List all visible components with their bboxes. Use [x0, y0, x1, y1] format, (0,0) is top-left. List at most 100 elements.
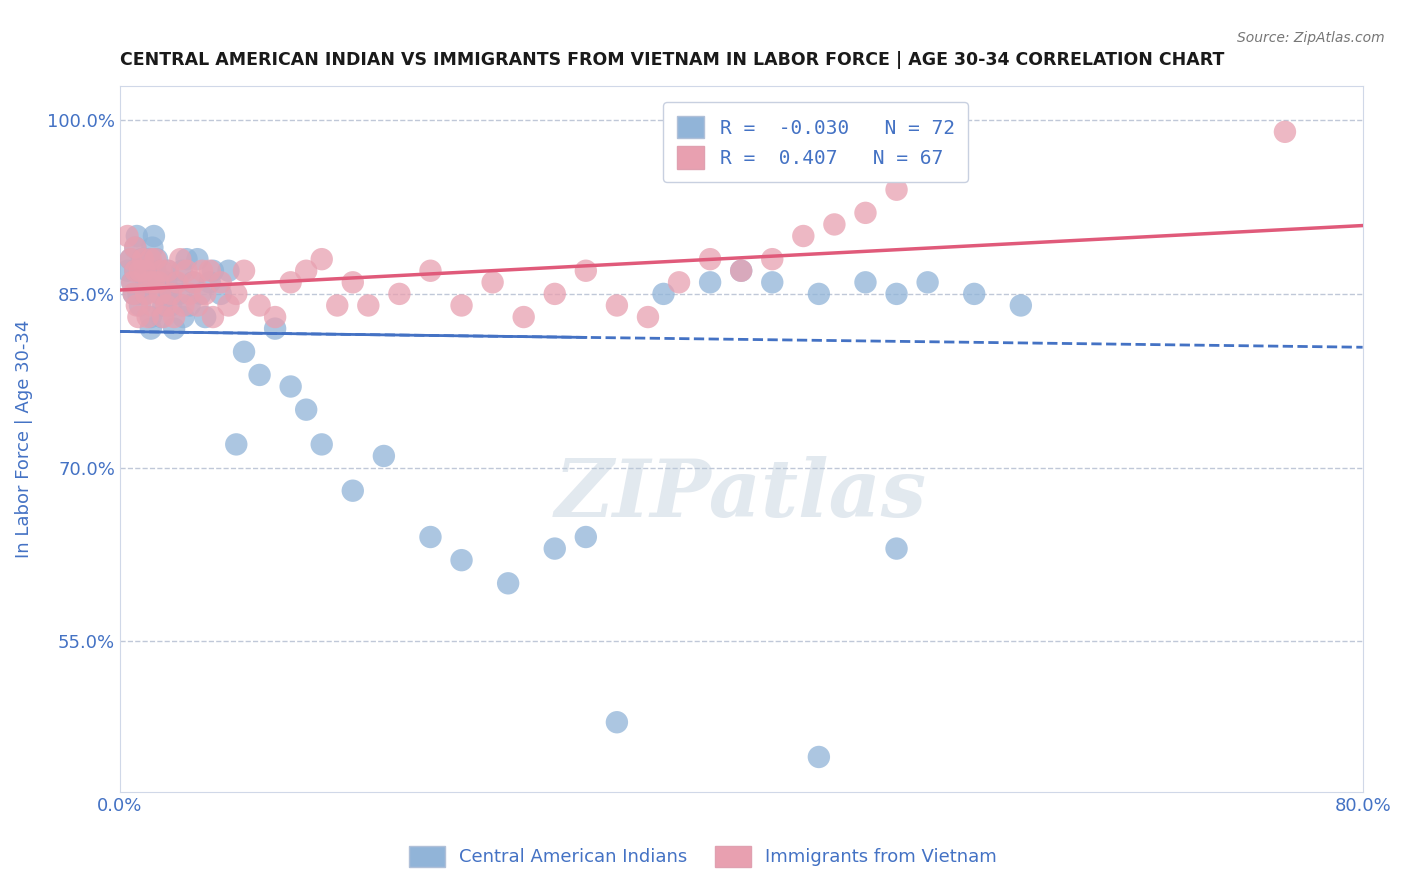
Point [156, 264, 179, 278]
Point [132, 252, 155, 267]
Point [886, 183, 908, 197]
Point [155, 276, 177, 290]
Point [134, 286, 156, 301]
Point [295, 402, 318, 417]
Point [1274, 125, 1296, 139]
Point [637, 310, 659, 324]
Point [125, 229, 148, 244]
Point [450, 298, 472, 312]
Point [124, 264, 146, 278]
Point [280, 379, 302, 393]
Point [233, 264, 256, 278]
Point [166, 276, 188, 290]
Point [209, 286, 232, 301]
Point [191, 264, 214, 278]
Y-axis label: In Labor Force | Age 30-34: In Labor Force | Age 30-34 [15, 319, 32, 558]
Point [152, 298, 174, 312]
Point [142, 276, 165, 290]
Point [668, 276, 690, 290]
Point [135, 286, 157, 301]
Point [163, 321, 186, 335]
Point [295, 264, 318, 278]
Point [141, 298, 163, 312]
Point [149, 286, 172, 301]
Point [155, 298, 177, 312]
Point [311, 437, 333, 451]
Point [201, 310, 224, 324]
Point [342, 276, 364, 290]
Point [148, 276, 170, 290]
Legend: Central American Indians, Immigrants from Vietnam: Central American Indians, Immigrants fro… [402, 838, 1004, 874]
Point [496, 576, 519, 591]
Point [160, 298, 183, 312]
Point [512, 310, 534, 324]
Point [249, 368, 271, 382]
Text: ZIPatlas: ZIPatlas [555, 457, 927, 533]
Point [342, 483, 364, 498]
Point [357, 298, 380, 312]
Point [132, 252, 155, 267]
Point [172, 310, 194, 324]
Point [326, 298, 349, 312]
Point [160, 286, 183, 301]
Point [127, 286, 149, 301]
Point [163, 310, 186, 324]
Point [264, 310, 287, 324]
Point [855, 206, 877, 220]
Point [201, 264, 224, 278]
Point [121, 276, 143, 290]
Point [450, 553, 472, 567]
Point [606, 715, 628, 730]
Point [419, 530, 441, 544]
Point [792, 229, 814, 244]
Point [575, 264, 598, 278]
Point [150, 310, 173, 324]
Point [761, 252, 783, 267]
Point [544, 286, 567, 301]
Point [135, 276, 157, 290]
Point [165, 276, 187, 290]
Point [606, 298, 628, 312]
Text: Source: ZipAtlas.com: Source: ZipAtlas.com [1237, 31, 1385, 45]
Point [855, 276, 877, 290]
Point [136, 310, 159, 324]
Point [120, 252, 142, 267]
Point [124, 264, 146, 278]
Point [730, 264, 752, 278]
Point [181, 276, 204, 290]
Point [145, 264, 167, 278]
Point [129, 264, 152, 278]
Point [699, 252, 721, 267]
Point [233, 344, 256, 359]
Legend: R =  -0.030   N = 72, R =  0.407   N = 67: R = -0.030 N = 72, R = 0.407 N = 67 [664, 103, 969, 182]
Point [138, 276, 160, 290]
Point [544, 541, 567, 556]
Point [373, 449, 395, 463]
Point [249, 298, 271, 312]
Point [194, 310, 217, 324]
Point [156, 264, 179, 278]
Point [311, 252, 333, 267]
Point [145, 252, 167, 267]
Point [225, 286, 247, 301]
Point [218, 298, 240, 312]
Point [419, 264, 441, 278]
Point [176, 252, 198, 267]
Point [218, 264, 240, 278]
Point [120, 252, 142, 267]
Point [124, 241, 146, 255]
Point [150, 264, 173, 278]
Point [127, 310, 149, 324]
Point [141, 241, 163, 255]
Point [225, 437, 247, 451]
Point [139, 252, 162, 267]
Point [280, 276, 302, 290]
Point [169, 252, 191, 267]
Point [1010, 298, 1032, 312]
Point [138, 252, 160, 267]
Point [388, 286, 411, 301]
Point [183, 276, 205, 290]
Point [481, 276, 503, 290]
Point [134, 264, 156, 278]
Point [186, 298, 208, 312]
